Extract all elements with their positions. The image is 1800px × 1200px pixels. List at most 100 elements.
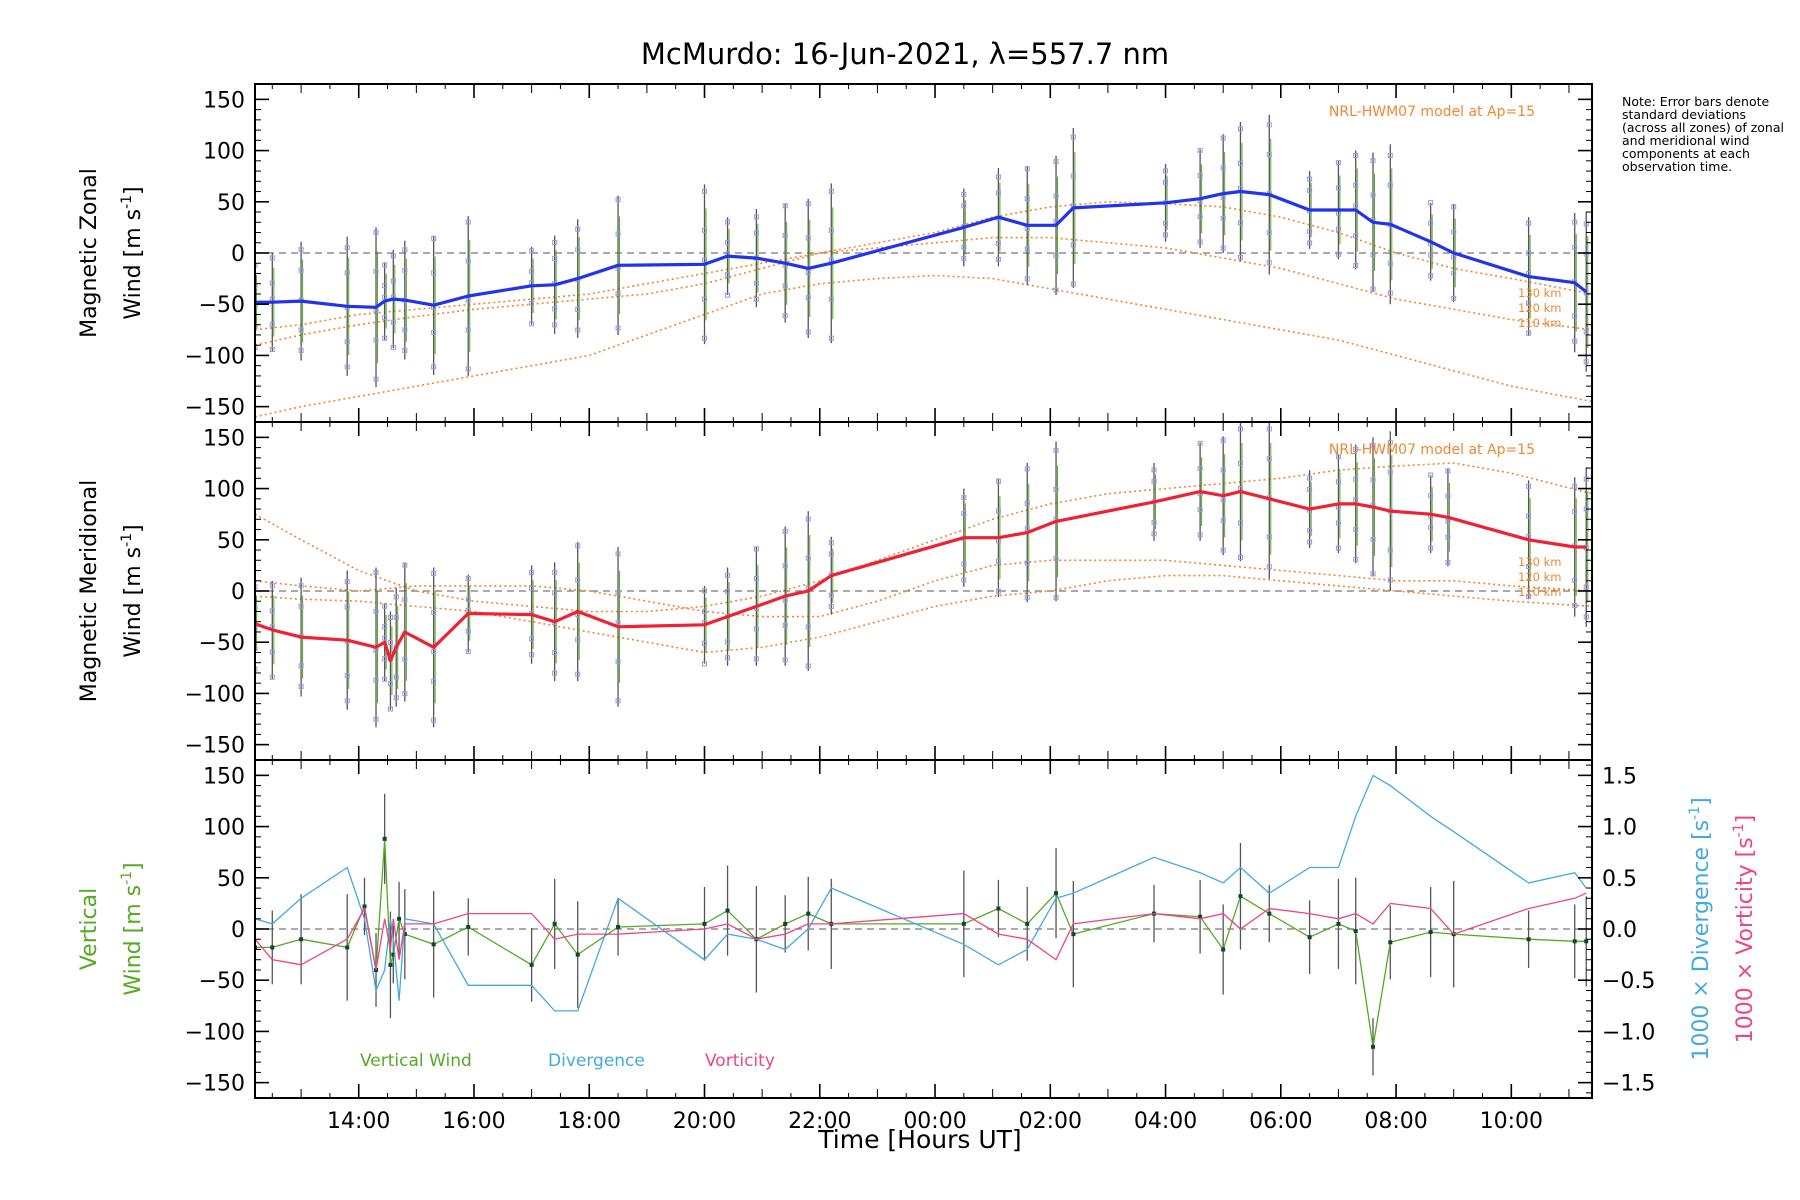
zone-marker	[344, 364, 350, 370]
zone-marker	[1307, 240, 1313, 246]
zone-marker	[1370, 192, 1376, 198]
zone-marker	[1428, 493, 1434, 499]
zone-marker	[1451, 204, 1457, 210]
zone-marker	[995, 256, 1001, 262]
zone-marker	[1370, 477, 1376, 483]
zone-marker	[1387, 469, 1393, 475]
zone-marker	[725, 572, 731, 578]
zone-marker	[373, 268, 379, 274]
zone-marker	[1266, 534, 1272, 540]
divergence-line	[255, 774, 1587, 1012]
vertical-wind-point	[1584, 939, 1589, 944]
zone-marker	[1307, 486, 1313, 492]
zone-marker	[1572, 219, 1578, 225]
vertical-wind-point	[388, 962, 393, 967]
zone-marker	[255, 344, 258, 350]
vertical-wind-point	[1428, 930, 1433, 935]
x-axis-label: Time [Hours UT]	[817, 1125, 1021, 1154]
zone-marker	[995, 588, 1001, 594]
vertical-wind-point	[725, 908, 730, 913]
right-y-tick-label: −0.5	[1602, 969, 1655, 994]
vertical-wind-point	[402, 932, 407, 937]
zone-marker	[1370, 252, 1376, 258]
zone-marker	[255, 604, 258, 610]
zone-marker	[702, 188, 708, 194]
vertical-wind-point	[806, 911, 811, 916]
zone-marker	[1353, 152, 1359, 158]
vertical-wind-line	[255, 838, 1587, 1047]
zone-marker	[1526, 483, 1532, 489]
zone-marker	[1220, 437, 1226, 443]
zone-marker	[961, 203, 967, 209]
zone-marker	[1428, 200, 1434, 206]
zone-marker	[465, 576, 471, 582]
zone-marker	[1335, 520, 1341, 526]
zone-marker	[1151, 467, 1157, 473]
zone-marker	[431, 270, 437, 276]
altitude-label: 110 km	[1518, 585, 1561, 599]
zone-marker	[1266, 426, 1272, 432]
error-bar-note: Note: Error bars denote standard deviati…	[1622, 94, 1784, 174]
zone-marker	[344, 339, 350, 345]
zone-marker	[1572, 603, 1578, 609]
zone-marker	[1335, 185, 1341, 191]
zone-marker	[1572, 338, 1578, 344]
y-tick-label: 50	[217, 529, 245, 554]
right-axis-label-vorticity: 1000 × Vorticity [s-1]	[1731, 815, 1758, 1043]
zone-marker	[1353, 556, 1359, 562]
y-tick-label: −50	[199, 969, 245, 994]
zone-marker	[995, 240, 1001, 246]
zone-marker	[1220, 517, 1226, 523]
zone-marker	[1572, 483, 1578, 489]
zone-marker	[1572, 313, 1578, 319]
zone-marker	[431, 609, 437, 615]
zone-marker	[1370, 158, 1376, 164]
zone-marker	[465, 219, 471, 225]
zone-marker	[753, 280, 759, 286]
x-axis-tick-labels: 14:00 16:00 18:00 20:00 22:00 00:00 02:00 04:00…	[327, 1109, 1543, 1134]
zone-marker	[298, 663, 304, 669]
plot-area	[255, 422, 1592, 728]
vertical-wind-point	[299, 937, 304, 942]
zone-marker	[1526, 250, 1532, 256]
zone-marker	[995, 190, 1001, 196]
y-tick-label: 100	[203, 140, 245, 165]
zone-marker	[269, 255, 275, 261]
zone-marker	[269, 346, 275, 352]
zone-marker	[1266, 122, 1272, 128]
x-tick-label: 22:00	[788, 1109, 851, 1134]
zone-marker	[725, 639, 731, 645]
zone-marker	[1024, 166, 1030, 172]
zone-marker	[298, 583, 304, 589]
zone-marker	[269, 583, 275, 589]
model-curve-130-km	[255, 200, 1592, 331]
meridional-wind-line	[255, 490, 1587, 663]
zone-marker	[1053, 594, 1059, 600]
zone-marker	[298, 327, 304, 333]
right-y-tick-label: −1.5	[1602, 1072, 1655, 1097]
right-y-tick-label: 0.5	[1602, 867, 1637, 892]
zone-marker	[1220, 165, 1226, 171]
zone-marker	[1353, 203, 1359, 209]
zone-marker	[1024, 246, 1030, 252]
meridional-wind-panel: 150 100 50 0 −50 −100 −150 Magnetic Meridional W…	[77, 421, 1593, 761]
y-tick-label: 150	[203, 764, 245, 789]
zone-marker	[390, 344, 396, 350]
zone-marker	[1151, 531, 1157, 537]
zone-marker	[1353, 497, 1359, 503]
zone-marker	[1197, 173, 1203, 179]
zone-marker	[805, 516, 811, 522]
zone-marker	[552, 256, 558, 262]
zone-marker	[552, 306, 558, 312]
zone-marker	[465, 258, 471, 264]
zone-marker	[575, 327, 581, 333]
zone-marker	[1370, 442, 1376, 448]
zone-marker	[1387, 152, 1393, 158]
zone-marker	[382, 624, 388, 630]
zone-marker	[1237, 160, 1243, 166]
zone-marker	[1070, 173, 1076, 179]
y-tick-label: −50	[199, 293, 245, 318]
zone-marker	[1163, 232, 1169, 238]
zone-marker	[725, 588, 731, 594]
zone-marker	[382, 315, 388, 321]
